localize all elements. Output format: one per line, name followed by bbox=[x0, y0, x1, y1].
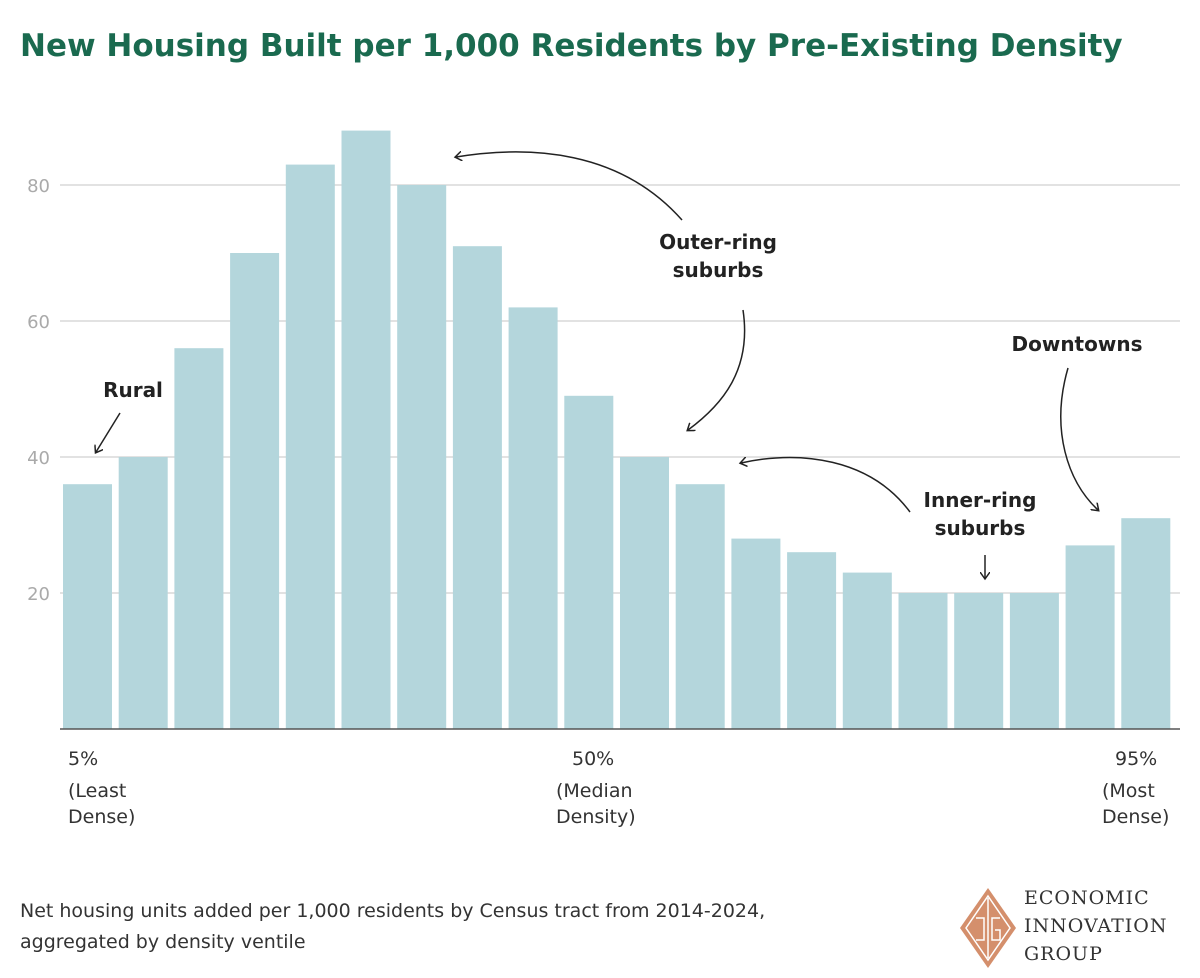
rural-arrow bbox=[96, 412, 121, 452]
annotation-inner-ring-1: Inner-ring bbox=[924, 488, 1037, 512]
bar-85% bbox=[954, 593, 1004, 729]
logo-line3: GROUP bbox=[1024, 943, 1103, 965]
x-label-50: 50% (Median Density) bbox=[556, 746, 636, 830]
footnote-line2: aggregated by density ventile bbox=[20, 931, 306, 953]
bar-55% bbox=[620, 457, 669, 729]
annotation-inner-ring-2: suburbs bbox=[935, 516, 1026, 540]
bar-25% bbox=[285, 164, 335, 730]
x-label-pct: 50% bbox=[572, 748, 615, 770]
inner-ring-arrow-left bbox=[741, 456, 911, 513]
outer-ring-arrow-top bbox=[456, 152, 683, 221]
bar-80% bbox=[898, 593, 948, 729]
bar-45% bbox=[508, 307, 558, 729]
x-label-5: 5% (Least Dense) bbox=[68, 746, 135, 830]
bar-70% bbox=[787, 552, 837, 729]
y-tick-label: 40 bbox=[27, 448, 50, 469]
x-label-line2: Dense) bbox=[68, 806, 136, 828]
x-label-line2: Density) bbox=[556, 806, 636, 828]
x-label-95: 95% (Most Dense) bbox=[1102, 746, 1169, 830]
x-label-line1: (Least bbox=[68, 780, 127, 802]
annotation-outer-ring-1: Outer-ring bbox=[659, 230, 777, 254]
bar-5% bbox=[63, 484, 112, 729]
y-tick-label: 60 bbox=[27, 312, 50, 333]
footnote-line1: Net housing units added per 1,000 reside… bbox=[20, 900, 766, 922]
eig-logo-mark-icon bbox=[960, 888, 1016, 968]
x-label-pct: 5% bbox=[68, 748, 99, 770]
logo-line1: ECONOMIC bbox=[1024, 887, 1150, 909]
annotation-downtowns: Downtowns bbox=[1012, 332, 1143, 356]
logo-line2: INNOVATION bbox=[1024, 915, 1168, 937]
bar-100% bbox=[1121, 518, 1171, 729]
x-label-pct: 95% bbox=[1115, 748, 1158, 770]
outer-ring-arrow-bottom bbox=[688, 309, 746, 430]
annotation-rural: Rural bbox=[103, 378, 163, 402]
bar-60% bbox=[675, 484, 725, 729]
y-tick-label: 80 bbox=[27, 176, 50, 197]
bar-10% bbox=[118, 457, 168, 729]
y-tick-label: 20 bbox=[27, 584, 50, 605]
downtowns-arrow bbox=[1060, 367, 1098, 510]
footnote: Net housing units added per 1,000 reside… bbox=[20, 896, 765, 958]
chart-title: New Housing Built per 1,000 Residents by… bbox=[20, 28, 1123, 64]
bar-90% bbox=[1009, 593, 1059, 729]
x-label-line1: (Median bbox=[556, 780, 633, 802]
bar-35% bbox=[397, 185, 447, 729]
bar-30% bbox=[341, 130, 391, 730]
x-label-line1: (Most bbox=[1102, 780, 1155, 802]
bar-95% bbox=[1065, 545, 1115, 729]
bar-20% bbox=[230, 253, 280, 729]
eig-logo: ECONOMIC INNOVATION GROUP bbox=[958, 884, 1198, 974]
bar-65% bbox=[731, 538, 781, 729]
x-label-line2: Dense) bbox=[1102, 806, 1170, 828]
annotation-outer-ring-2: suburbs bbox=[673, 258, 764, 282]
bar-50% bbox=[564, 395, 614, 729]
bar-75% bbox=[842, 572, 892, 729]
bar-40% bbox=[452, 246, 502, 729]
bar-15% bbox=[174, 348, 224, 729]
